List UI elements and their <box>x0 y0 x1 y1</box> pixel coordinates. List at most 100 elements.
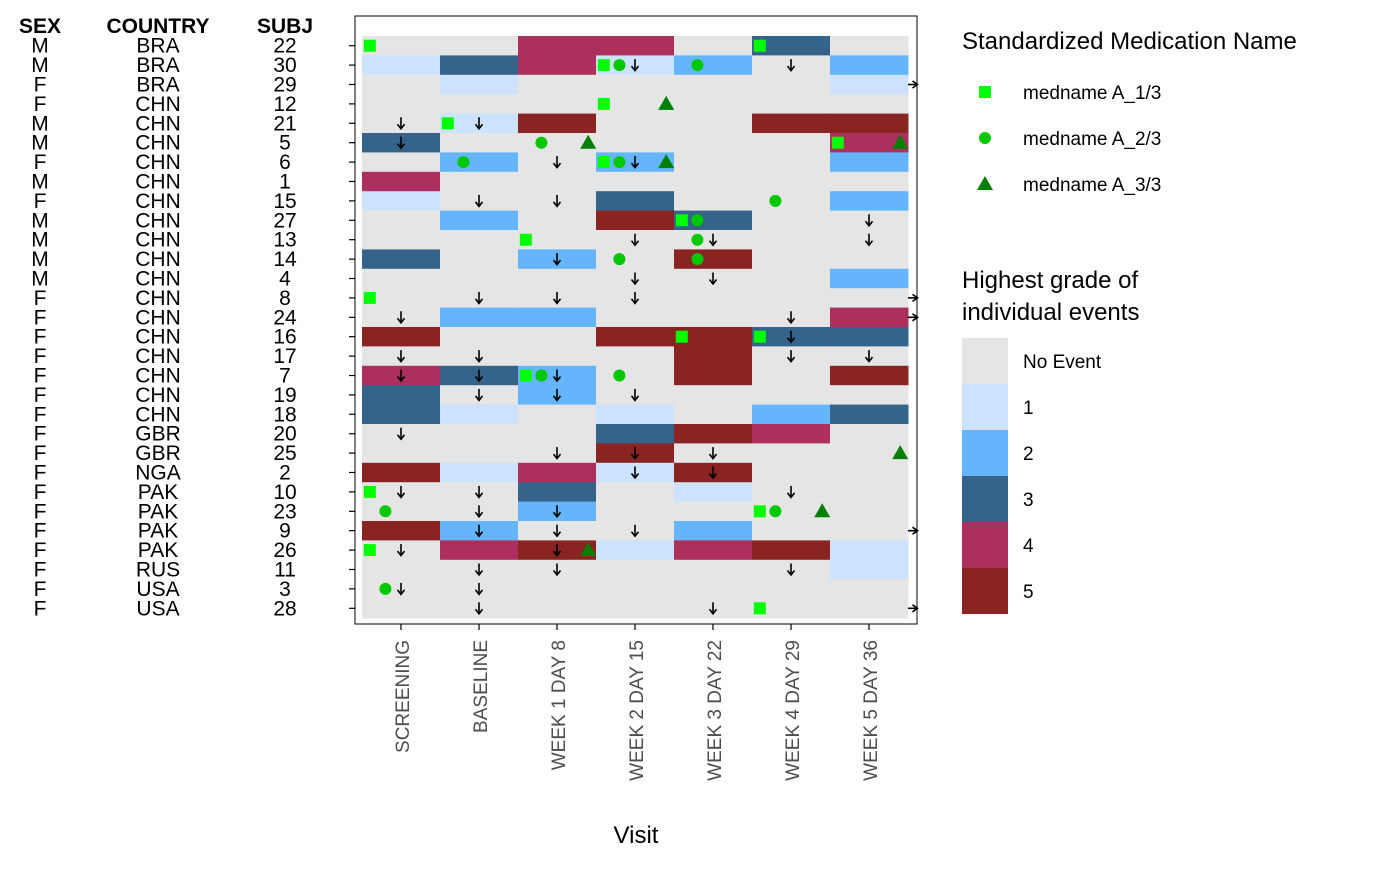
down-arrow <box>552 447 562 460</box>
row-subj: 22 <box>273 35 296 58</box>
down-arrow <box>474 117 484 131</box>
heatmap-cell <box>362 288 441 309</box>
axes: SCREENING BASELINE WEEK 1 DAY 8 WEEK 2 DAY … <box>349 45 882 781</box>
row-sex: F <box>34 539 47 562</box>
medication-marker-square <box>363 291 376 304</box>
heatmap-cell <box>362 152 441 173</box>
row-sex: M <box>31 248 49 271</box>
heatmap-cell <box>518 598 597 619</box>
down-arrow <box>630 447 640 460</box>
down-arrow <box>786 330 796 344</box>
heatmap-cell <box>752 152 831 173</box>
heatmap-cell <box>674 482 753 503</box>
down-arrow <box>552 369 562 383</box>
heatmap-cell <box>752 230 831 250</box>
medication-marker-square <box>597 156 610 169</box>
right-arrow <box>908 526 919 535</box>
heatmap-cell <box>830 559 909 580</box>
row-country: NGA <box>135 462 181 485</box>
heatmap-cell <box>596 307 675 328</box>
heatmap-cell <box>596 598 675 619</box>
heatmap-cell <box>362 249 441 270</box>
heatmap-cell <box>362 268 441 289</box>
medication-marker-square <box>363 485 376 498</box>
heatmap-cell <box>440 133 519 153</box>
heatmap-cell <box>752 171 831 192</box>
medication-marker-circle <box>691 214 704 227</box>
heatmap-cell <box>440 540 519 561</box>
row-subj: 30 <box>273 54 296 77</box>
heatmap-cell <box>518 171 597 192</box>
row-sex: M <box>31 268 49 291</box>
heatmap-cell <box>362 559 441 580</box>
row-country: CHN <box>135 268 181 291</box>
heatmap-cell <box>830 171 909 192</box>
legend-key-circle <box>979 132 991 144</box>
down-arrow <box>630 156 640 169</box>
row-subj: 1 <box>279 171 291 194</box>
heatmap-cell <box>752 36 831 56</box>
grade-legend-key <box>962 522 1008 568</box>
heatmap-cell <box>752 288 831 309</box>
heatmap-cell <box>596 559 675 580</box>
grade-legend-title-line-2: individual events <box>962 299 1139 326</box>
row-subj: 2 <box>279 462 291 485</box>
heatmap-cell <box>518 210 597 231</box>
heatmap-cell <box>830 74 909 95</box>
heatmap-cell <box>674 113 753 134</box>
heatmap-cell <box>752 540 831 561</box>
down-arrow <box>474 194 484 208</box>
down-arrow <box>396 485 406 499</box>
medication-markers <box>363 39 909 615</box>
heatmap-cell <box>440 443 519 464</box>
heatmap-cell <box>596 133 675 153</box>
heatmap-cell <box>518 268 597 289</box>
down-arrow <box>474 505 484 519</box>
medication-marker-circle <box>691 253 704 266</box>
medication-marker-square <box>597 97 610 110</box>
heatmap-cell <box>752 94 831 115</box>
down-arrow <box>708 233 718 247</box>
heatmap-cell <box>518 307 597 328</box>
grade-legend: Highest grade of individual events No Ev… <box>962 267 1139 614</box>
down-arrow <box>786 563 796 577</box>
heatmap-cell <box>752 598 831 619</box>
heatmap-cell <box>752 268 831 289</box>
medication-legend: Standardized Medication Name medname A_1… <box>962 28 1297 196</box>
grade-legend-key <box>962 430 1008 476</box>
legend-key-triangle <box>977 176 993 190</box>
row-sex: M <box>31 132 49 155</box>
heatmap-cell <box>362 191 441 212</box>
heatmap-cell <box>830 133 909 153</box>
heatmap-cell <box>830 113 909 134</box>
heatmap-cell <box>752 365 831 386</box>
row-country: PAK <box>138 500 178 523</box>
row-sex: M <box>31 54 49 77</box>
row-country: CHN <box>135 209 181 232</box>
heatmap-cell <box>830 55 909 76</box>
row-subj: 3 <box>279 578 291 601</box>
medication-marker-circle <box>613 59 626 72</box>
medication-marker-square <box>597 59 610 72</box>
row-sex: F <box>34 326 47 349</box>
row-sex: M <box>31 35 49 58</box>
medication-marker-triangle <box>892 134 909 149</box>
header-country: COUNTRY <box>106 15 209 38</box>
x-tick-label: WEEK 2 DAY 15 <box>627 640 648 781</box>
heatmap-cell <box>830 598 909 619</box>
heatmap-cell <box>518 462 597 483</box>
heatmap-cell <box>674 249 753 270</box>
heatmap-cell <box>440 424 519 444</box>
row-sex: F <box>34 345 47 368</box>
row-country: CHN <box>135 112 181 135</box>
heatmap-cell <box>596 113 675 134</box>
heatmap-cell <box>362 327 441 347</box>
grade-legend-label: 3 <box>1023 490 1034 511</box>
medication-marker-square <box>753 330 766 343</box>
x-tick-label: WEEK 4 DAY 29 <box>783 640 804 781</box>
row-sex: F <box>34 462 47 485</box>
heatmap-cell <box>830 521 909 541</box>
row-subj: 20 <box>273 423 296 446</box>
heatmap-cell <box>674 404 753 425</box>
heatmap-cell <box>362 55 441 76</box>
